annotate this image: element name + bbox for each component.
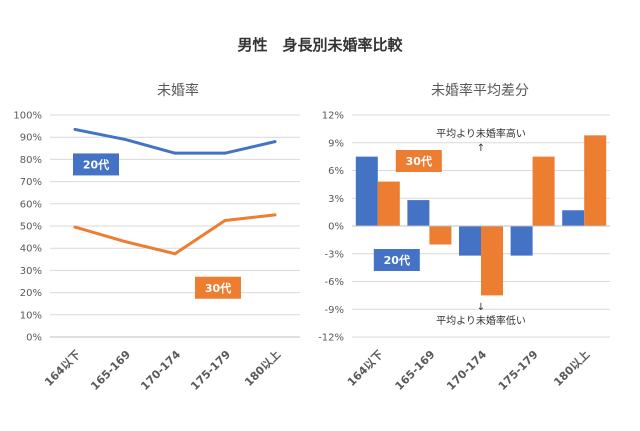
right-y-tick-label: -9% [325,305,344,316]
left-y-tick-label: 60% [20,199,42,210]
left-y-tick-label: 50% [20,222,42,233]
left-data-point [223,151,227,155]
annotation-lower: 平均より未婚率低い [436,314,526,327]
right-y-tick-label: -6% [325,277,344,288]
annotation-lower-arrow: ↓ [477,302,485,313]
right-legend-label-30s: 30代 [406,154,432,168]
left-data-point [123,137,127,141]
annotation-upper-arrow: ↑ [477,143,485,154]
left-data-point [273,140,277,144]
left-y-tick-label: 20% [20,288,42,299]
left-data-point [223,218,227,222]
left-data-point [173,151,177,155]
annotation-upper: 平均より未婚率高い [436,127,526,140]
right-y-tick-label: 6% [328,166,344,177]
left-y-tick-label: 0% [26,333,42,344]
left-y-tick-label: 90% [20,133,42,144]
right-x-tick-label: 164以下 [345,348,386,389]
left-data-point [123,240,127,244]
left-x-tick-label: 165-169 [88,348,133,393]
right-y-tick-label: 0% [328,222,344,233]
right-bar-30s [377,181,400,226]
right-legend-label-30s-box [395,150,442,172]
right-x-tick-label: 175-179 [496,348,541,393]
right-y-tick-label: 3% [328,194,344,205]
right-y-tick-label: 9% [328,138,344,149]
left-legend-label-30s: 30代 [205,281,231,295]
left-series-line-20s [74,127,276,155]
right-y-tick-label: 12% [322,111,344,122]
left-y-tick-label: 10% [20,310,42,321]
right-chart-title: 未婚率平均差分 [431,82,529,99]
left-data-point [73,225,77,229]
left-y-tick-label: 70% [20,177,42,188]
left-y-tick-label: 80% [20,155,42,166]
right-legend-label-20s-box [373,249,420,271]
left-chart-title: 未婚率 [157,82,199,99]
left-data-point [273,213,277,217]
right-x-tick-label: 165-169 [393,348,438,393]
left-y-tick-label: 40% [20,244,42,255]
right-x-tick-label: 170-174 [444,348,489,393]
left-x-tick-label: 175-179 [188,348,233,393]
left-x-tick-label: 164以下 [42,348,83,389]
left-y-tick-label: 30% [20,266,42,277]
left-data-point [173,252,177,256]
left-data-point [73,127,77,131]
left-y-tick-label: 100% [13,111,42,122]
left-legend-label-20s: 20代 [83,157,109,171]
right-bar-30s [532,156,555,226]
left-x-tick-label: 180以上 [241,347,283,389]
left-legend-label-30s-box [195,276,241,299]
figure-title: 男性 身長別未婚率比較 [237,36,403,54]
right-bar-20s [459,226,481,256]
right-legend-label-20s: 20代 [384,253,410,267]
right-bar-20s [510,226,533,256]
right-bar-20s [407,200,430,226]
right-y-tick-label: -3% [325,249,344,260]
left-legend-label-20s-box [73,153,119,176]
right-bar-20s [355,156,378,226]
left-x-tick-label: 170-174 [138,348,183,393]
right-bar-30s [429,226,452,245]
right-y-tick-label: -12% [318,333,344,344]
right-x-tick-label: 180以上 [551,347,593,389]
right-bar-30s [481,226,503,296]
right-bar-20s [562,210,585,226]
right-bar-30s [584,135,607,226]
